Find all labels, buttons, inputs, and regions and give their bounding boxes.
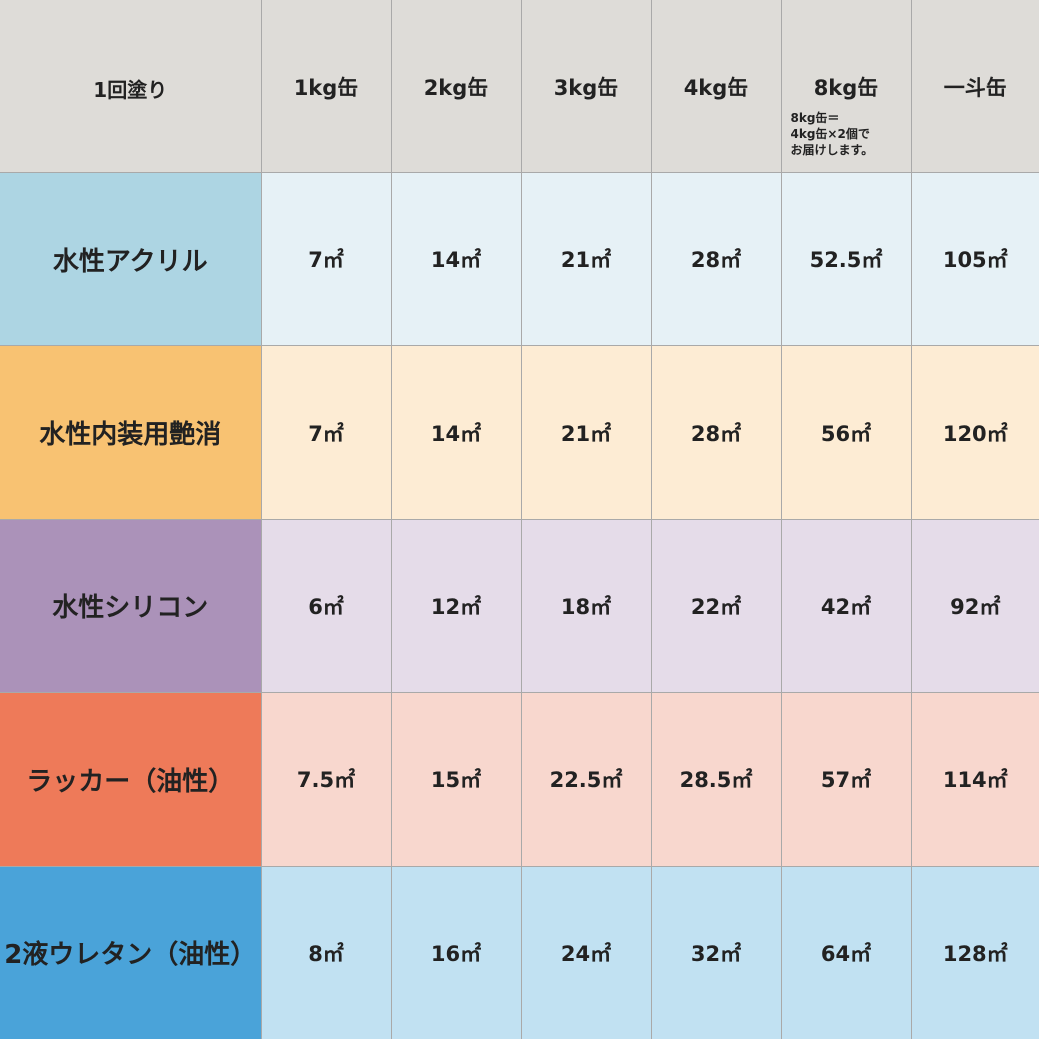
corner-label: 1回塗り [93,78,168,102]
header-8kg: 8kg缶 8kg缶＝ 4kg缶×2個で お届けします。 [780,0,912,173]
row-label: 水性内装用艶消 [0,345,262,520]
row-label: ラッカー（油性） [0,692,262,867]
8kg-note: 8kg缶＝ 4kg缶×2個で お届けします。 [791,110,874,158]
coverage-cell: 92㎡ [910,518,1039,694]
coverage-cell: 18㎡ [520,518,652,694]
row-label: 水性シリコン [0,518,262,694]
coverage-cell: 14㎡ [390,171,522,347]
coverage-cell: 24㎡ [520,865,652,1039]
coverage-cell: 32㎡ [650,865,782,1039]
column-label: 1kg缶 [293,76,359,100]
coverage-cell: 12㎡ [390,518,522,694]
coverage-cell: 120㎡ [910,345,1039,520]
coverage-cell: 52.5㎡ [780,171,912,347]
coverage-cell: 28㎡ [650,171,782,347]
header-corner: 1回塗り [0,0,262,173]
coverage-cell: 7.5㎡ [260,692,392,867]
table-row: 2液ウレタン（油性） 8㎡ 16㎡ 24㎡ 32㎡ 64㎡ 128㎡ [0,865,1039,1039]
coverage-cell: 28.5㎡ [650,692,782,867]
coverage-cell: 7㎡ [260,171,392,347]
coverage-cell: 7㎡ [260,345,392,520]
coverage-cell: 22㎡ [650,518,782,694]
coverage-cell: 28㎡ [650,345,782,520]
coverage-cell: 114㎡ [910,692,1039,867]
coverage-cell: 105㎡ [910,171,1039,347]
coverage-cell: 6㎡ [260,518,392,694]
header-2kg: 2kg缶 [390,0,522,173]
table-row: 水性アクリル 7㎡ 14㎡ 21㎡ 28㎡ 52.5㎡ 105㎡ [0,171,1039,347]
header-3kg: 3kg缶 [520,0,652,173]
coverage-cell: 57㎡ [780,692,912,867]
row-label: 水性アクリル [0,171,262,347]
coverage-cell: 128㎡ [910,865,1039,1039]
note-line: 8kg缶＝ [790,111,840,125]
header-1kg: 1kg缶 [260,0,392,173]
coverage-cell: 21㎡ [520,171,652,347]
coverage-cell: 22.5㎡ [520,692,652,867]
table-row: 水性内装用艶消 7㎡ 14㎡ 21㎡ 28㎡ 56㎡ 120㎡ [0,345,1039,520]
header-4kg: 4kg缶 [650,0,782,173]
column-label: 2kg缶 [423,76,489,100]
note-line: お届けします。 [790,143,874,157]
note-line: 4kg缶×2個で [790,127,870,141]
coverage-cell: 56㎡ [780,345,912,520]
column-label: 一斗缶 [943,76,1007,100]
column-label: 8kg缶 [813,76,879,100]
coverage-cell: 15㎡ [390,692,522,867]
column-label: 3kg缶 [553,76,619,100]
coverage-cell: 64㎡ [780,865,912,1039]
table-row: 水性シリコン 6㎡ 12㎡ 18㎡ 22㎡ 42㎡ 92㎡ [0,518,1039,694]
column-label: 4kg缶 [683,76,749,100]
coverage-cell: 42㎡ [780,518,912,694]
header-row: 1回塗り 1kg缶 2kg缶 3kg缶 4kg缶 8kg缶 8kg缶＝ 4kg缶… [0,0,1039,173]
row-label: 2液ウレタン（油性） [0,865,262,1039]
table-row: ラッカー（油性） 7.5㎡ 15㎡ 22.5㎡ 28.5㎡ 57㎡ 114㎡ [0,692,1039,867]
coverage-cell: 16㎡ [390,865,522,1039]
coverage-cell: 14㎡ [390,345,522,520]
coverage-cell: 8㎡ [260,865,392,1039]
header-itto: 一斗缶 [910,0,1039,173]
coverage-cell: 21㎡ [520,345,652,520]
